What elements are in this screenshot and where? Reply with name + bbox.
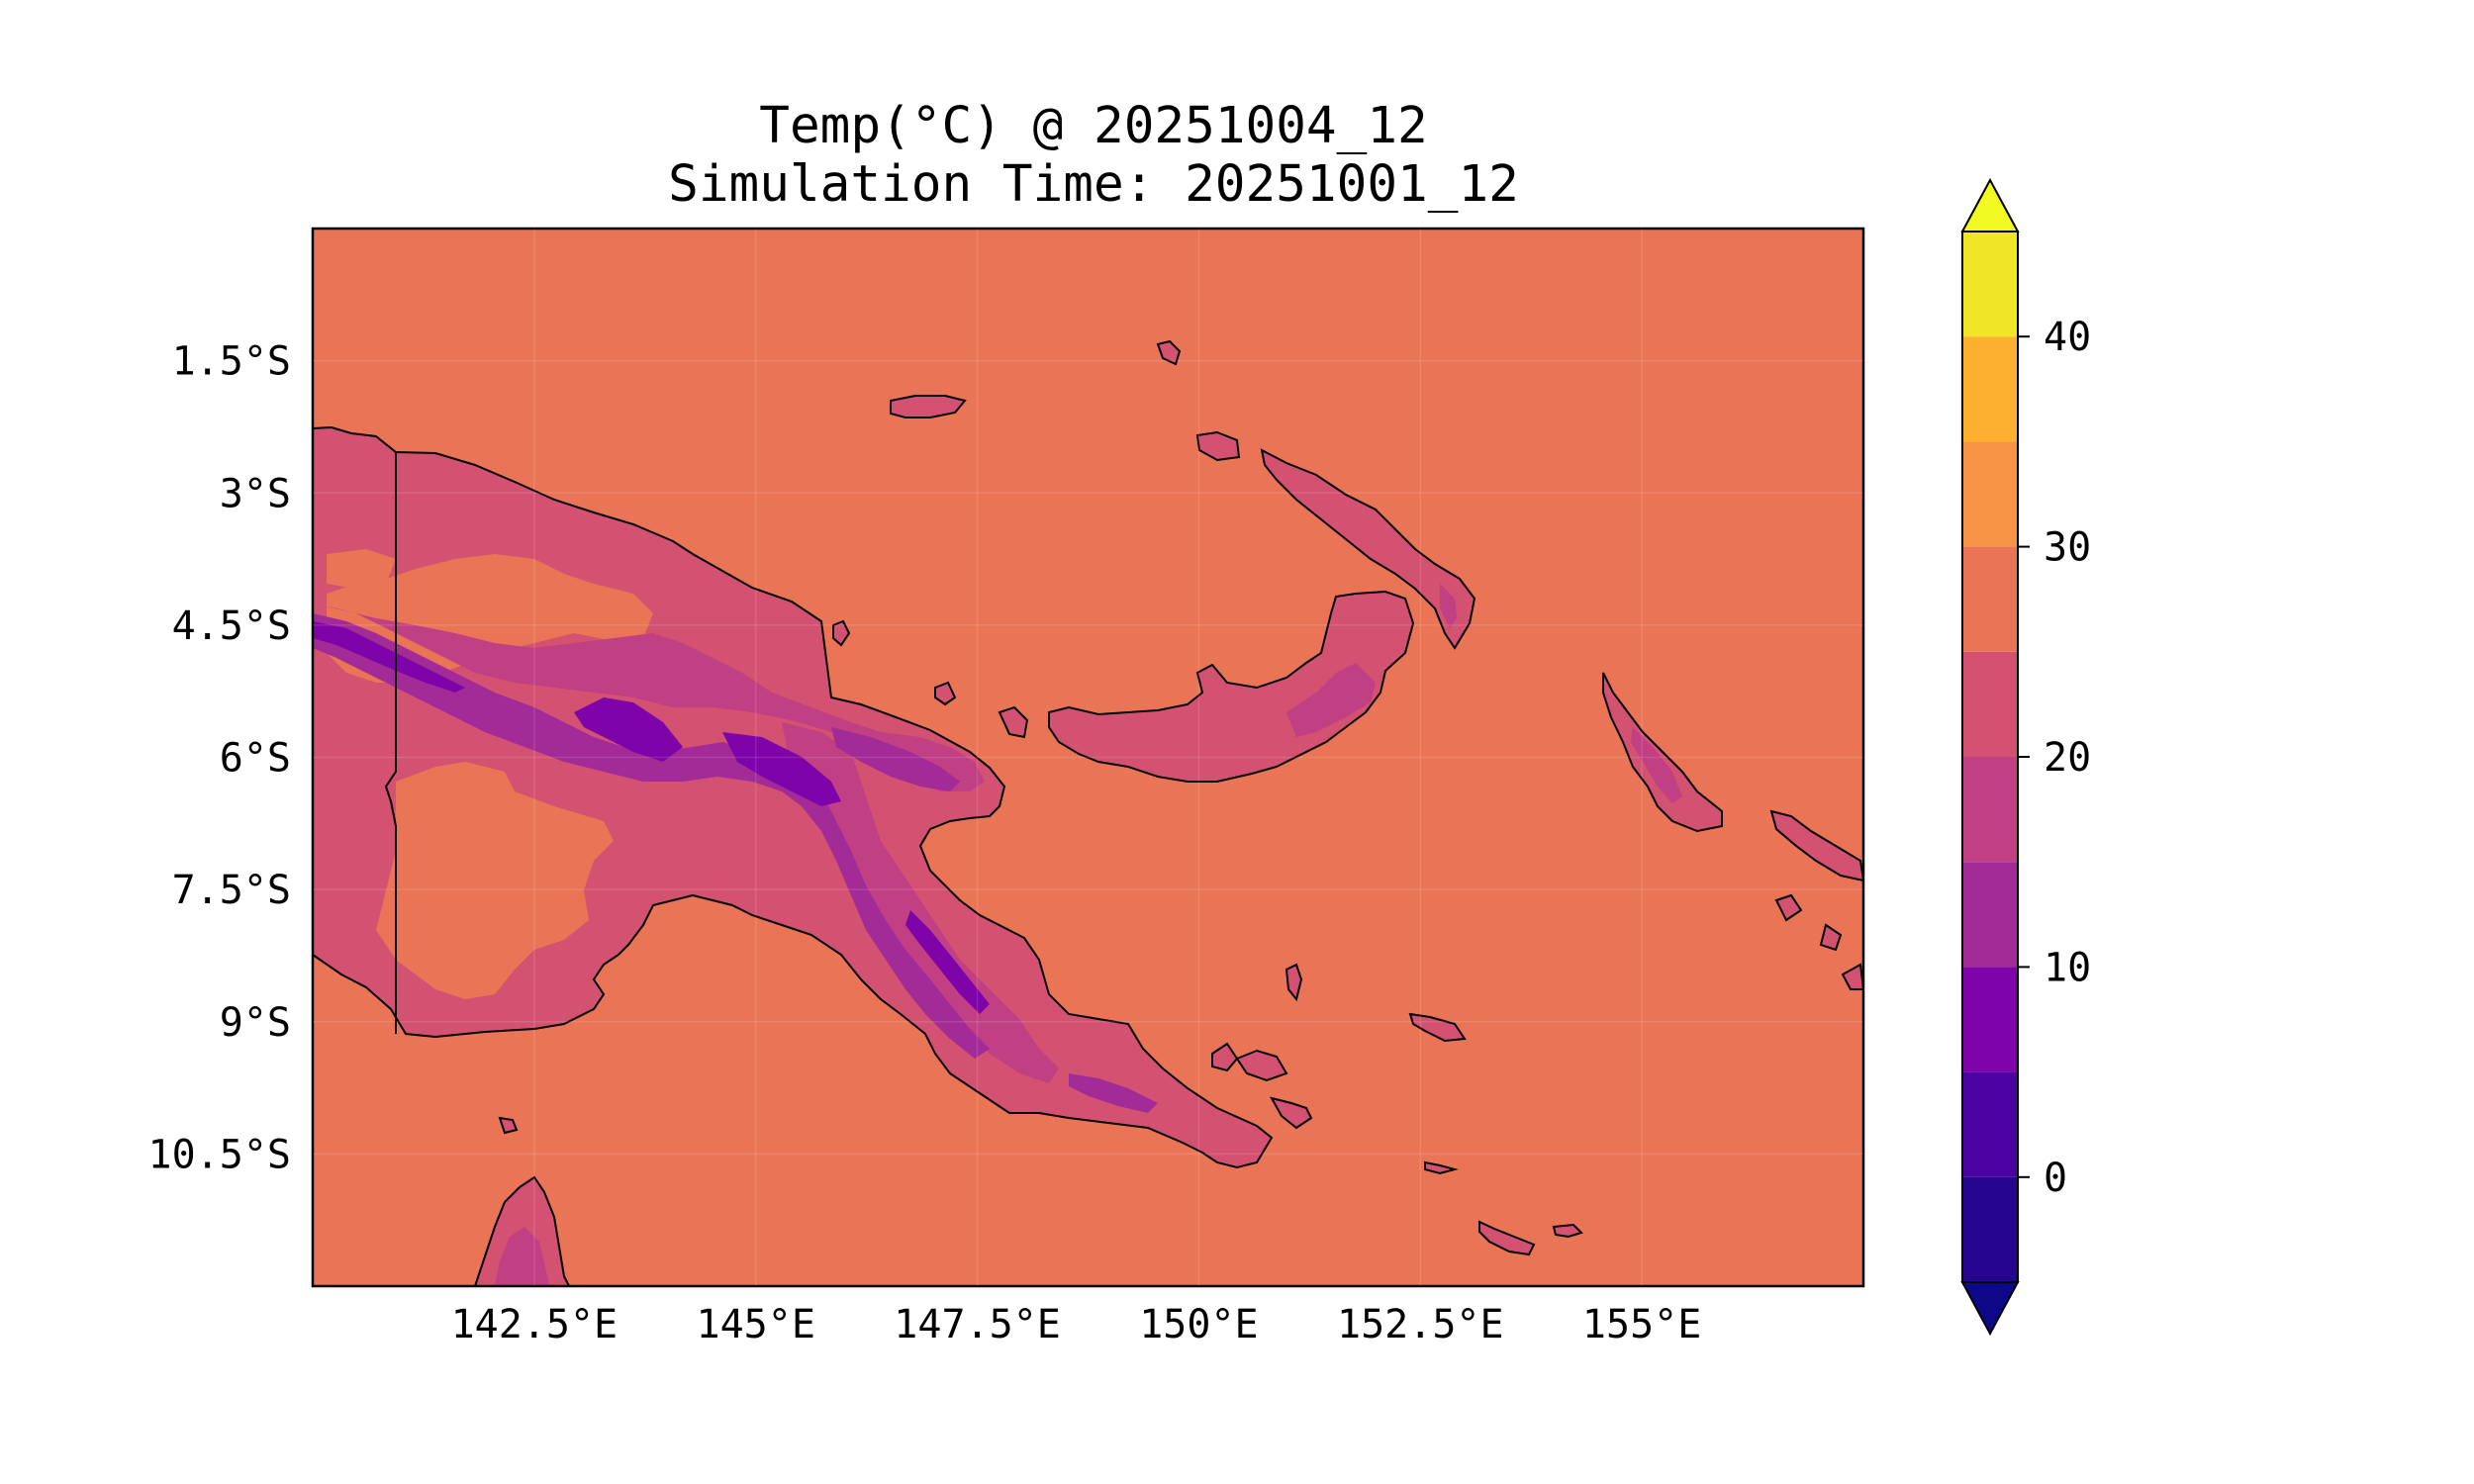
border-line bbox=[384, 452, 397, 1034]
x-tick-label: 147.5°E bbox=[894, 1302, 1061, 1347]
land-isabel bbox=[1819, 923, 1843, 952]
colorbar-band bbox=[1962, 862, 2018, 968]
map-frame bbox=[311, 227, 1865, 1288]
land-fergusson bbox=[1235, 1049, 1288, 1082]
y-tick-label: 10.5°S bbox=[148, 1132, 292, 1177]
land-highlands-5 bbox=[313, 621, 465, 693]
land-choiseul bbox=[1769, 809, 1863, 882]
x-axis-ticks: 142.5°E 145°E 147.5°E 150°E 152.5°E 155°E bbox=[451, 229, 1701, 1347]
colorbar-tick-label: 30 bbox=[2044, 525, 2091, 571]
land-normanby bbox=[1270, 1096, 1313, 1130]
land-new-ireland-high bbox=[1440, 584, 1457, 628]
y-tick-label: 3°S bbox=[220, 471, 291, 516]
land-bougainville-high bbox=[1631, 727, 1682, 803]
colorbar-tick-label: 40 bbox=[2044, 315, 2091, 360]
land-new-hanover bbox=[1195, 430, 1241, 462]
land-highlands-7 bbox=[722, 732, 841, 806]
land-goodenough bbox=[1211, 1042, 1239, 1072]
map-landmasses bbox=[313, 339, 1863, 1286]
y-tick-label: 4.5°S bbox=[172, 603, 291, 649]
colorbar-band bbox=[1962, 546, 2018, 652]
land-new-britain bbox=[1048, 590, 1415, 783]
land-border-region bbox=[327, 549, 396, 589]
y-tick-label: 7.5°S bbox=[172, 868, 291, 913]
land-umboi bbox=[998, 705, 1029, 739]
land-bougainville bbox=[1602, 672, 1723, 833]
chart-subtitle: Simulation Time: 20251001_12 bbox=[668, 155, 1519, 214]
x-tick-label: 145°E bbox=[697, 1302, 815, 1347]
land-highlands-4 bbox=[831, 727, 960, 791]
x-tick-label: 152.5°E bbox=[1337, 1302, 1504, 1347]
land-highlands-8 bbox=[905, 910, 990, 1014]
y-tick-label: 6°S bbox=[220, 736, 291, 782]
land-long-island bbox=[934, 681, 957, 706]
land-karkar bbox=[832, 619, 851, 647]
land-tagula bbox=[1478, 1220, 1536, 1256]
colorbar-band bbox=[1962, 651, 2018, 757]
colorbar-tick-label: 20 bbox=[2044, 735, 2091, 781]
colorbar-band bbox=[1962, 967, 2018, 1072]
colorbar-tick-label: 0 bbox=[2044, 1156, 2067, 1201]
colorbar-band bbox=[1962, 232, 2018, 337]
y-tick-label: 1.5°S bbox=[172, 339, 291, 385]
land-misima bbox=[1424, 1160, 1459, 1175]
land-manus bbox=[890, 395, 967, 418]
land-southeast-tail bbox=[1069, 1073, 1158, 1113]
land-islet-e bbox=[1841, 963, 1863, 990]
x-tick-label: 150°E bbox=[1139, 1302, 1258, 1347]
land-cape-york-high bbox=[495, 1227, 549, 1286]
x-tick-label: 155°E bbox=[1582, 1302, 1701, 1347]
colorbar: 0 10 20 30 40 bbox=[1960, 177, 2091, 1337]
chart-title: Temp(°C) @ 20251004_12 bbox=[759, 97, 1428, 155]
x-tick-label: 142.5°E bbox=[451, 1302, 618, 1347]
colorbar-band bbox=[1962, 1176, 2018, 1282]
land-woodlark bbox=[1408, 1012, 1467, 1043]
colorbar-band bbox=[1962, 336, 2018, 442]
land-new-georgia bbox=[1774, 893, 1803, 922]
land-rossel bbox=[1552, 1223, 1583, 1239]
colorbar-band bbox=[1962, 1071, 2018, 1177]
land-southern-plain bbox=[376, 762, 614, 999]
land-new-ireland bbox=[1260, 448, 1476, 650]
colorbar-band bbox=[1962, 441, 2018, 547]
land-highlands-3 bbox=[313, 613, 990, 1059]
colorbar-extend-max bbox=[1960, 177, 2020, 232]
land-new-britain-high bbox=[1286, 663, 1376, 737]
land-highlands-1 bbox=[313, 603, 985, 791]
land-torres-islet bbox=[498, 1116, 519, 1135]
land-highlands-2 bbox=[782, 722, 1059, 1083]
colorbar-extend-min bbox=[1960, 1281, 2020, 1337]
colorbar-tick-label: 10 bbox=[2044, 945, 2091, 990]
land-highlands-6 bbox=[574, 697, 683, 762]
y-tick-label: 9°S bbox=[220, 1000, 291, 1046]
y-axis-ticks: 1.5°S 3°S 4.5°S 6°S 7.5°S 9°S 10.5°S bbox=[148, 339, 1863, 1177]
land-trobriand bbox=[1285, 963, 1303, 1002]
land-mussau bbox=[1156, 339, 1182, 366]
colorbar-band bbox=[1962, 757, 2018, 863]
